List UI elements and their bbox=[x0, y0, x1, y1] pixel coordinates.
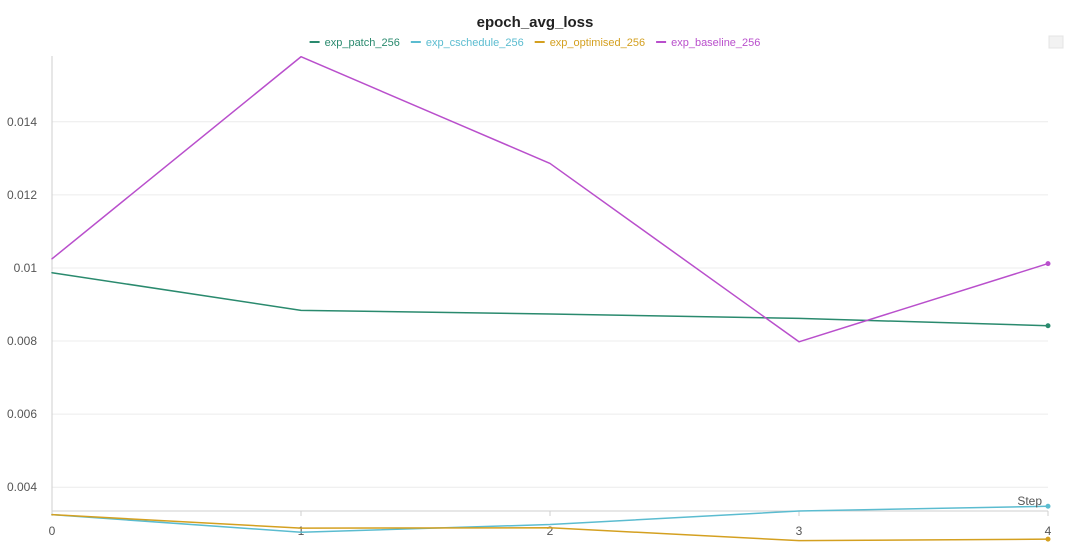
series-layer bbox=[51, 55, 1051, 542]
y-tick-label: 0.006 bbox=[7, 407, 37, 421]
series-line-exp_optimised_256 bbox=[51, 513, 1049, 542]
legend-label-exp_cschedule_256: exp_cschedule_256 bbox=[426, 37, 524, 49]
x-tick-label: 4 bbox=[1045, 524, 1052, 538]
series-end-marker-exp_optimised_256 bbox=[1045, 536, 1051, 542]
series-end-marker-exp_patch_256 bbox=[1045, 323, 1051, 329]
series-end-marker-exp_baseline_256 bbox=[1045, 261, 1051, 267]
axes: 0.004 0.006 0.008 0.01 0.012 0.014 0 1 2 3 4 bbox=[7, 56, 1052, 538]
x-tick-label: 2 bbox=[547, 524, 554, 538]
y-tick-label: 0.012 bbox=[7, 188, 37, 202]
y-tick-label: 0.008 bbox=[7, 334, 37, 348]
x-tick-label: 1 bbox=[298, 524, 305, 538]
legend-label-exp_optimised_256: exp_optimised_256 bbox=[550, 37, 645, 49]
x-tick-label: 0 bbox=[49, 524, 56, 538]
chart-title: epoch_avg_loss bbox=[477, 14, 594, 31]
legend-label-exp_patch_256: exp_patch_256 bbox=[325, 37, 400, 49]
series-line-exp_cschedule_256 bbox=[51, 505, 1049, 533]
y-tick-label: 0.01 bbox=[14, 261, 38, 275]
y-tick-label: 0.014 bbox=[7, 115, 37, 129]
legend-label-exp_baseline_256: exp_baseline_256 bbox=[671, 37, 760, 49]
series-line-exp_patch_256 bbox=[51, 271, 1049, 327]
legend-menu-icon[interactable] bbox=[1048, 35, 1064, 49]
series-end-marker-exp_cschedule_256 bbox=[1045, 503, 1051, 509]
series-line-exp_baseline_256 bbox=[51, 55, 1049, 343]
x-axis-label: Step bbox=[1017, 494, 1042, 508]
grid bbox=[52, 121, 1048, 488]
y-tick-label: 0.004 bbox=[7, 480, 37, 494]
x-tick-label: 3 bbox=[796, 524, 803, 538]
legend: exp_patch_256 exp_cschedule_256 exp_optimi… bbox=[309, 37, 760, 49]
